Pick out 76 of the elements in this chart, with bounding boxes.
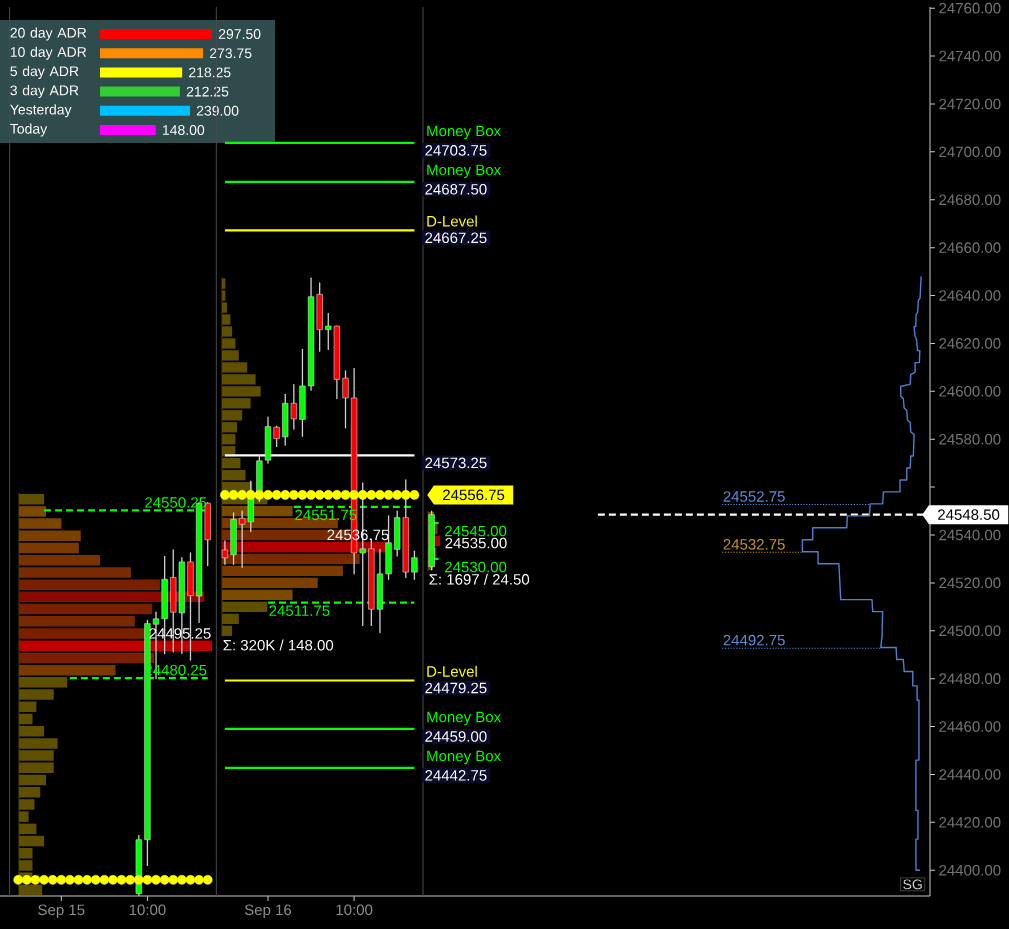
y-tick-label: 24760.00 — [939, 2, 1001, 14]
data-label: 24573.25 — [425, 457, 487, 469]
bar — [222, 565, 343, 577]
y-tick-label: 24700.00 — [939, 146, 1001, 158]
data-label: 24459.00 — [425, 731, 487, 742]
bar — [100, 125, 156, 135]
bar — [19, 530, 81, 542]
data-label: 24530.00 — [445, 561, 507, 573]
y-tick-label: Today — [10, 123, 48, 137]
data-label: 24550.25 — [145, 497, 207, 508]
data-label: 24667.25 — [425, 232, 487, 244]
y-tick-label: 5 day ADR — [10, 65, 79, 79]
annotation: 24535.00 — [445, 537, 507, 549]
x-tick-label: 10:00 — [129, 904, 166, 916]
annotation: Σ: 320K / 148.00 — [223, 639, 334, 651]
x-tick-label: Sep 15 — [38, 904, 85, 919]
series-label: Money Box — [427, 125, 501, 140]
bar — [19, 603, 153, 615]
data-label: 24703.75 — [425, 145, 487, 156]
data-label: 24687.50 — [425, 183, 487, 195]
bar — [19, 664, 116, 676]
data-label: 239.00 — [196, 105, 239, 116]
annotation: SG — [903, 879, 922, 890]
y-tick-label: 24500.00 — [939, 625, 1001, 637]
data-label: 297.50 — [218, 29, 261, 39]
data-label: 24532.75 — [723, 539, 785, 550]
bar — [100, 105, 190, 116]
data-label: 24548.50 — [938, 509, 1000, 520]
data-label: 24492.75 — [723, 634, 785, 646]
series-label: Money Box — [427, 750, 501, 765]
y-tick-label: 20 day ADR — [10, 27, 87, 41]
y-tick-label: 24520.00 — [939, 577, 1001, 589]
data-label: 273.75 — [209, 48, 252, 59]
data-label: 218.25 — [189, 67, 231, 78]
bar — [100, 86, 180, 97]
data-label: 24545.00 — [445, 525, 507, 537]
y-tick-label: 24740.00 — [939, 50, 1001, 62]
y-tick-label: Yesterday — [10, 104, 72, 118]
y-tick-label: 24440.00 — [939, 769, 1001, 780]
series-label: Money Box — [427, 164, 501, 179]
y-tick-label: 3 day ADR — [10, 85, 79, 99]
y-tick-label: 24720.00 — [939, 98, 1001, 110]
y-tick-label: 24580.00 — [939, 433, 1001, 445]
data-label: 148.00 — [162, 125, 205, 135]
y-tick-label: 24680.00 — [939, 194, 1001, 206]
annotation: Σ: 1697 / 24.50 — [429, 573, 530, 585]
data-label: 24442.75 — [425, 770, 487, 781]
y-tick-label: 24540.00 — [939, 529, 1001, 541]
series-label: D-Level — [427, 215, 477, 227]
y-tick-label: 24600.00 — [939, 386, 1001, 397]
y-tick-label: 24620.00 — [939, 338, 1001, 349]
y-tick-label: 24400.00 — [939, 864, 1001, 876]
bar — [19, 652, 155, 664]
bar — [222, 577, 318, 589]
bar — [100, 67, 183, 78]
bar — [19, 640, 212, 651]
data-label: 24556.75 — [443, 489, 505, 501]
y-tick-label: 10 day ADR — [10, 46, 87, 60]
x-tick-label: Sep 16 — [244, 904, 292, 919]
bar — [222, 589, 293, 601]
series-label: D-Level — [427, 665, 477, 677]
data-label: 24511.75 — [269, 605, 330, 616]
y-tick-label: 24640.00 — [939, 290, 1001, 301]
y-tick-label: 24420.00 — [939, 817, 1001, 828]
y-tick-label: 24660.00 — [939, 242, 1001, 253]
series-label: Money Box — [427, 711, 501, 726]
bar — [19, 542, 79, 554]
data-label: 24552.75 — [723, 491, 785, 502]
bar — [19, 555, 101, 566]
y-tick-label: 24460.00 — [939, 721, 1001, 732]
data-label: 212.25 — [186, 86, 229, 97]
bar — [100, 48, 204, 59]
y-tick-label: 24480.00 — [939, 673, 1001, 684]
x-tick-label: 10:00 — [336, 904, 373, 916]
data-label: 24479.25 — [425, 682, 487, 694]
bar — [100, 29, 212, 39]
